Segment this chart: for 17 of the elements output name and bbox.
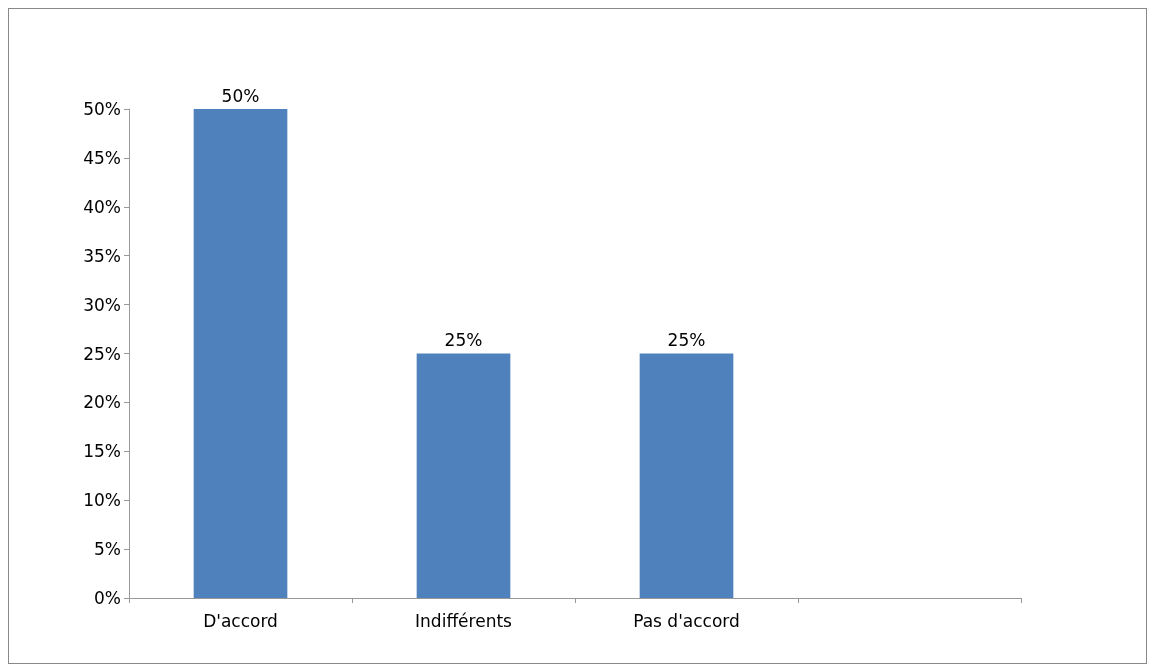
y-tick-label: 15% — [83, 441, 121, 462]
data-label: 25% — [667, 330, 706, 350]
y-tick-label: 5% — [94, 539, 121, 560]
y-tick-label: 25% — [83, 343, 121, 364]
y-tick-label: 45% — [83, 147, 121, 168]
x-tick-label: D'accord — [203, 610, 278, 631]
y-tick-label: 10% — [83, 490, 121, 511]
x-tick-label: Indifférents — [415, 610, 513, 631]
x-tick-label: Pas d'accord — [633, 610, 740, 631]
data-label: 25% — [444, 330, 483, 350]
y-tick-label: 50% — [83, 99, 121, 119]
y-tick-label: 0% — [94, 588, 121, 608]
y-tick-label: 40% — [83, 196, 121, 217]
y-tick-label: 35% — [83, 245, 121, 266]
data-label: 50% — [221, 85, 260, 106]
y-tick-label: 20% — [83, 392, 121, 413]
y-tick-label: 30% — [83, 294, 121, 315]
